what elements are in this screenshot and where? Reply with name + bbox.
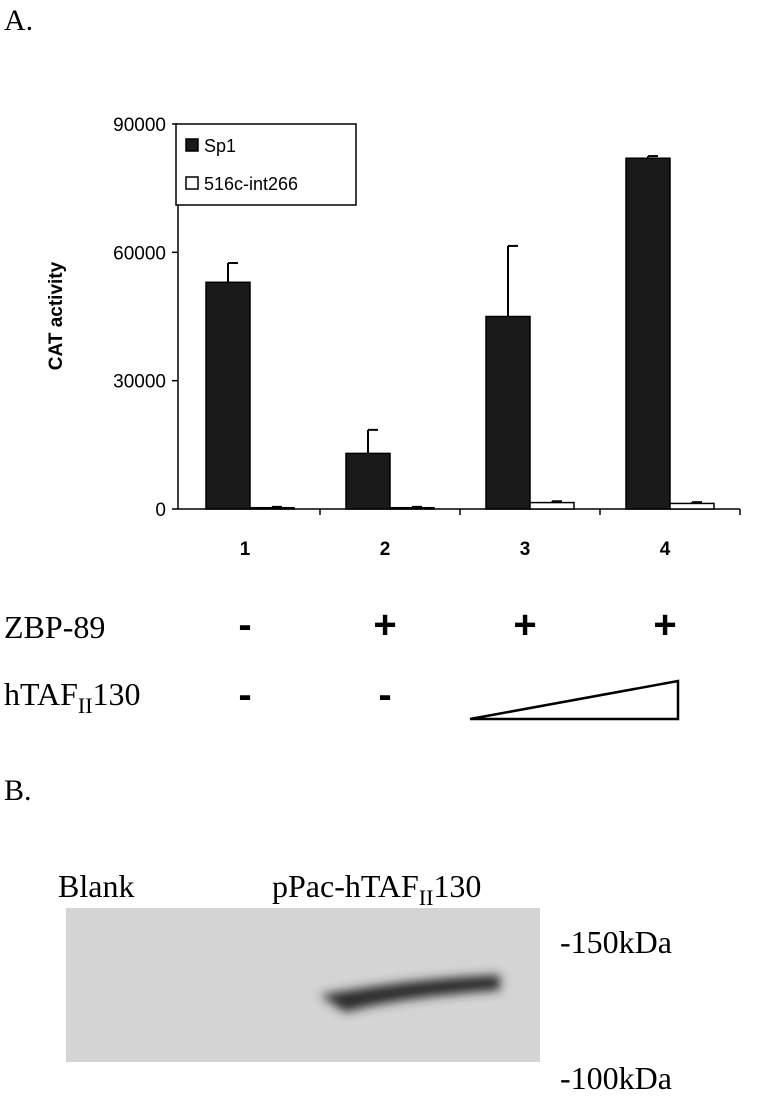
row-label: hTAF — [4, 676, 78, 712]
subscript: II — [78, 693, 93, 718]
bar — [485, 315, 531, 510]
bar — [205, 281, 251, 510]
row-label: 130 — [93, 676, 141, 712]
lane-label: pPac-hTAFII130 — [272, 868, 481, 910]
bar — [389, 506, 435, 510]
legend-swatch — [185, 176, 199, 190]
x-tick-label: 4 — [660, 539, 671, 560]
increasing-amount-wedge — [469, 679, 680, 721]
bar — [249, 506, 295, 510]
lane-label: Blank — [58, 868, 134, 904]
bar — [345, 452, 391, 510]
legend-label: Sp1 — [204, 136, 236, 156]
condition-sign: + — [513, 603, 536, 647]
condition-sign: - — [378, 673, 391, 717]
marker-label: -150kDa — [560, 924, 672, 960]
condition-sign: - — [238, 603, 251, 647]
blot-band — [320, 975, 500, 1012]
bar — [625, 157, 671, 510]
y-tick-label: 90000 — [113, 115, 166, 136]
bar — [669, 502, 715, 510]
y-tick-label: 30000 — [113, 372, 166, 393]
legend-label: 516c-int266 — [204, 174, 298, 194]
legend-box — [175, 123, 357, 206]
x-tick-label: 1 — [240, 539, 251, 560]
panel-label: B. — [4, 774, 32, 807]
panel-label: A. — [4, 4, 33, 37]
x-tick-label: 2 — [380, 539, 391, 560]
y-axis-label: CAT activity — [46, 261, 67, 370]
bar — [529, 501, 575, 510]
subscript: II — [419, 885, 434, 910]
x-tick-label: 3 — [520, 539, 531, 560]
condition-sign: + — [653, 603, 676, 647]
condition-sign: + — [373, 603, 396, 647]
lane-label: 130 — [433, 868, 481, 904]
y-tick-label: 60000 — [113, 243, 166, 264]
legend-swatch — [185, 138, 199, 152]
marker-label: -100kDa — [560, 1060, 672, 1096]
lane-label: pPac-hTAF — [272, 868, 419, 904]
row-label: hTAFII130 — [4, 676, 141, 718]
y-tick-label: 0 — [155, 500, 166, 521]
row-label: ZBP-89 — [4, 609, 105, 645]
condition-sign: - — [238, 673, 251, 717]
